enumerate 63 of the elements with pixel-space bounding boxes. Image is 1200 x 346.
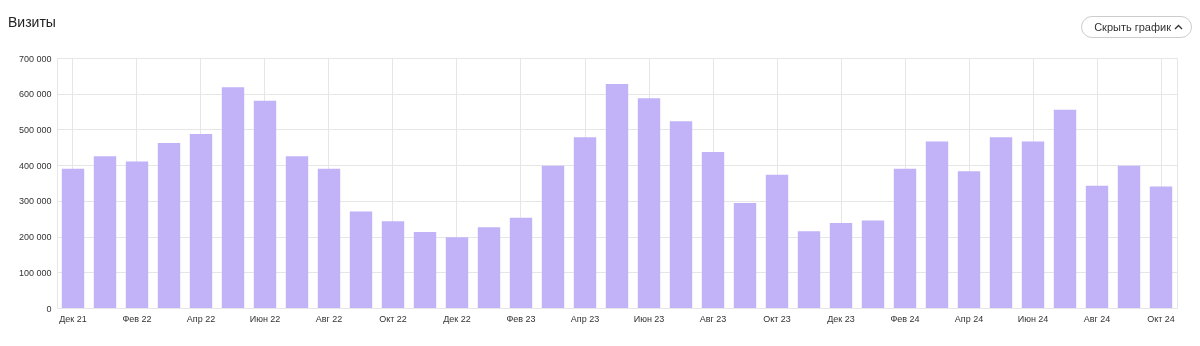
bar [189, 134, 213, 308]
x-tick-label: Апр 22 [186, 313, 216, 324]
y-tick-label: 100 000 [18, 267, 52, 278]
x-tick-label: Дек 21 [59, 313, 87, 324]
x-tick-label: Дек 23 [827, 313, 855, 324]
bar [253, 100, 277, 308]
x-tick-label: Авг 23 [699, 313, 727, 324]
bar [701, 151, 725, 308]
y-tick-label: 700 000 [18, 53, 52, 64]
y-tick-label: 600 000 [18, 89, 52, 100]
bar [893, 168, 917, 308]
x-tick-label: Апр 24 [954, 313, 984, 324]
bar [381, 221, 405, 308]
y-tick-label: 0 [46, 303, 52, 314]
bar [61, 168, 85, 308]
bar [477, 227, 501, 308]
x-tick-label: Окт 23 [763, 313, 791, 324]
bar [829, 223, 853, 308]
bar [509, 217, 533, 308]
y-tick-label: 300 000 [18, 196, 52, 207]
bar [1117, 165, 1141, 308]
bar [93, 156, 117, 308]
chart-title: Визиты [8, 14, 56, 30]
y-tick-label: 400 000 [18, 160, 52, 171]
bar [541, 165, 565, 308]
x-tick-label: Апр 23 [570, 313, 600, 324]
bar [1021, 141, 1045, 308]
bar [765, 174, 789, 308]
x-tick-label: Окт 24 [1147, 313, 1175, 324]
x-tick-label: Фев 23 [506, 313, 536, 324]
bar [1085, 185, 1109, 308]
x-tick-label: Окт 22 [379, 313, 407, 324]
x-tick-label: Фев 22 [122, 313, 152, 324]
y-tick-label: 500 000 [18, 124, 52, 135]
bar [861, 220, 885, 308]
x-tick-label: Июн 24 [1017, 313, 1049, 324]
bar [285, 156, 309, 308]
bar [1053, 109, 1077, 308]
bar [925, 141, 949, 308]
bar [637, 98, 661, 308]
bar [605, 84, 629, 308]
x-tick-label: Фев 24 [890, 313, 920, 324]
bar [797, 231, 821, 308]
bar [733, 203, 757, 308]
bar [1149, 186, 1173, 308]
bar [157, 143, 181, 308]
x-tick-label: Авг 22 [315, 313, 343, 324]
bar [125, 161, 149, 308]
bar [413, 231, 437, 308]
bar [445, 237, 469, 308]
bar [989, 137, 1013, 308]
y-tick-label: 200 000 [18, 232, 52, 243]
bar [349, 211, 373, 308]
x-tick-label: Авг 24 [1083, 313, 1111, 324]
x-tick-label: Июн 23 [633, 313, 665, 324]
bar [957, 171, 981, 308]
bar [669, 121, 693, 308]
bar [317, 168, 341, 308]
bar [221, 87, 245, 308]
x-tick-label: Июн 22 [249, 313, 281, 324]
x-tick-label: Дек 22 [443, 313, 471, 324]
text: Скрыть график [1094, 21, 1171, 33]
bar [573, 137, 597, 308]
